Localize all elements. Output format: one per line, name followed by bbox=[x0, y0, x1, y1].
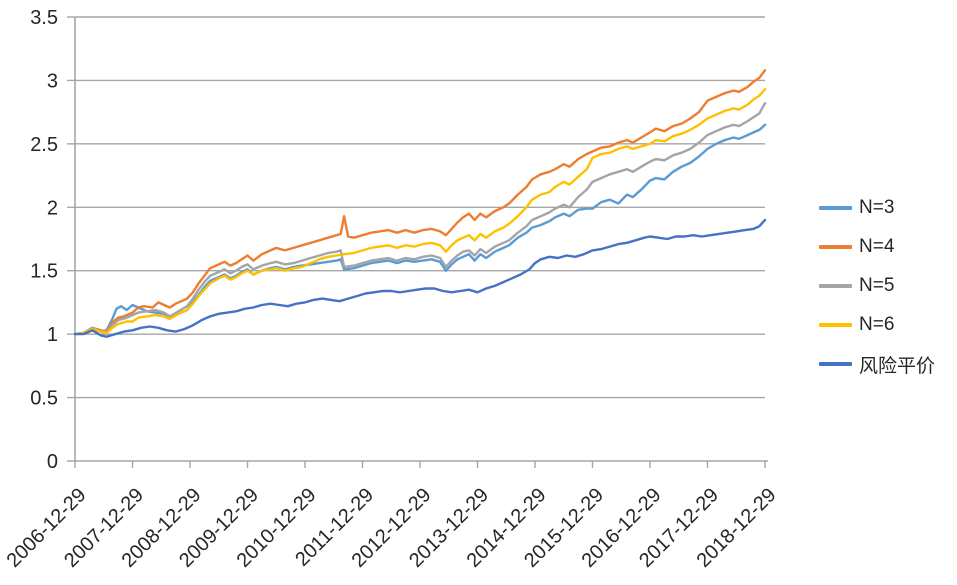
gridlines bbox=[75, 16, 765, 399]
legend-line-swatch bbox=[819, 284, 852, 288]
x-axis-labels: 2006-12-292007-12-292008-12-292009-12-29… bbox=[3, 484, 781, 572]
legend-line-swatch bbox=[819, 323, 852, 327]
legend-label: N=4 bbox=[859, 236, 895, 257]
series-line bbox=[73, 88, 767, 336]
legend-line-swatch bbox=[819, 206, 852, 210]
legend-item: N=6 bbox=[819, 314, 935, 336]
y-tick-label: 0 bbox=[47, 451, 58, 473]
y-tick-label: 2.5 bbox=[30, 134, 58, 156]
y-tick-label: 2 bbox=[47, 197, 58, 219]
legend-item: N=5 bbox=[819, 275, 935, 297]
legend-item: 风险平价 bbox=[819, 353, 936, 377]
series-line bbox=[73, 69, 767, 336]
legend-label: N=6 bbox=[859, 314, 895, 335]
y-tick-label: 3 bbox=[47, 70, 58, 92]
y-axis-labels: 0 0.5 1 1.5 2 2.5 3 3.5 bbox=[30, 7, 58, 473]
series-line bbox=[73, 218, 767, 338]
y-tick-label: 0.5 bbox=[30, 388, 58, 410]
series-line bbox=[73, 102, 767, 336]
legend-label: N=5 bbox=[859, 275, 895, 296]
y-tick-label: 1.5 bbox=[30, 261, 58, 283]
legend-label: N=3 bbox=[859, 197, 895, 218]
legend-label: 风险平价 bbox=[859, 355, 936, 377]
legend: N=3 N=4 N=5 N=6 风险平价 bbox=[819, 197, 936, 377]
legend-line-swatch bbox=[819, 362, 852, 366]
legend-item: N=3 bbox=[819, 197, 935, 219]
legend-line-swatch bbox=[819, 245, 852, 249]
y-tick-label: 1 bbox=[47, 324, 58, 346]
series-lines bbox=[73, 69, 767, 338]
legend-item: N=4 bbox=[819, 236, 935, 258]
y-tick-label: 3.5 bbox=[30, 7, 58, 29]
axes bbox=[67, 16, 768, 468]
